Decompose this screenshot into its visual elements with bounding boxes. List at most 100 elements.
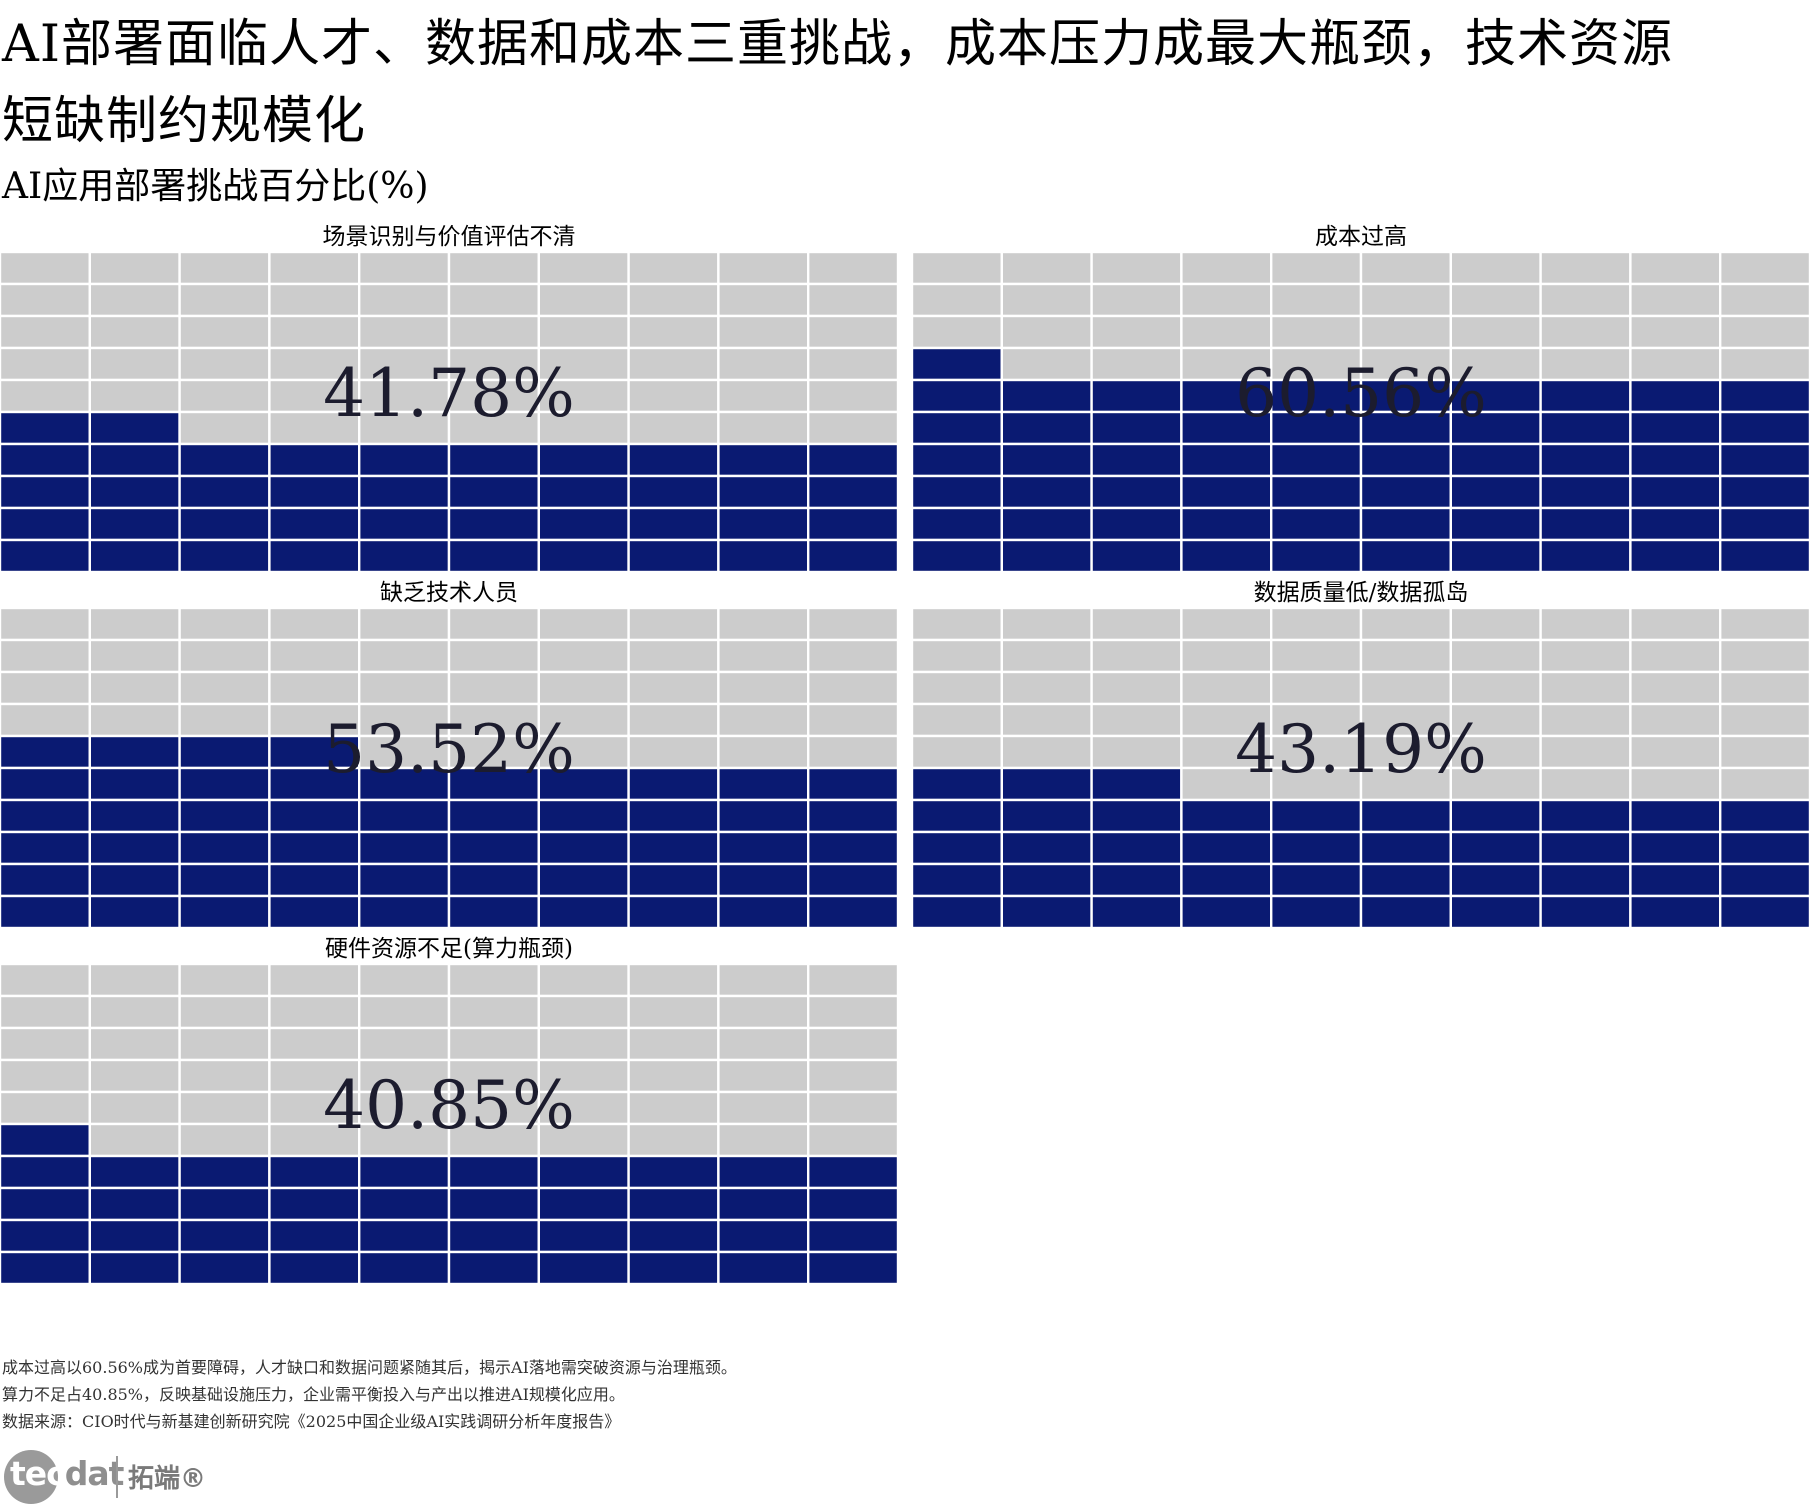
waffle-cell-empty bbox=[717, 702, 810, 738]
waffle-cell-empty bbox=[717, 734, 810, 770]
waffle-cell-empty bbox=[1539, 638, 1632, 674]
waffle-cell-filled bbox=[268, 1186, 361, 1222]
waffle-cell-filled bbox=[717, 442, 810, 478]
waffle-cell-empty bbox=[807, 1058, 898, 1094]
waffle-cell-empty bbox=[358, 994, 451, 1030]
waffle-cell-filled bbox=[537, 1218, 630, 1254]
panel-title: 数据质量低/数据孤岛 bbox=[1253, 580, 1469, 606]
waffle-cell-empty bbox=[88, 282, 181, 318]
waffle-grid: 43.19% bbox=[912, 608, 1810, 928]
waffle-cell-empty bbox=[0, 378, 92, 414]
waffle-cell-empty bbox=[88, 314, 181, 350]
waffle-cell-empty bbox=[1000, 608, 1093, 642]
brand-logo: tecdat 拓端® bbox=[4, 1444, 304, 1506]
waffle-cell-filled bbox=[0, 506, 92, 542]
waffle-cell-filled bbox=[807, 1218, 898, 1254]
waffle-cell-filled bbox=[1719, 378, 1810, 414]
waffle-cell-empty bbox=[88, 670, 181, 706]
logo-wordmark-part: tec bbox=[10, 1454, 66, 1493]
waffle-cell-filled bbox=[178, 862, 271, 898]
waffle-cell-empty bbox=[358, 964, 451, 998]
waffle-cell-filled bbox=[447, 1154, 541, 1190]
waffle-cell-filled bbox=[1000, 862, 1093, 898]
waffle-cell-filled bbox=[447, 442, 541, 478]
waffle-cell-filled bbox=[1180, 894, 1273, 928]
waffle-cell-empty bbox=[1719, 346, 1810, 382]
waffle-cell-empty bbox=[447, 1122, 541, 1158]
waffle-cell-empty bbox=[537, 638, 630, 674]
waffle-cell-empty bbox=[627, 1122, 720, 1158]
waffle-cell-filled bbox=[268, 506, 361, 542]
waffle-cell-filled bbox=[1539, 894, 1632, 928]
waffle-cell-empty bbox=[88, 1090, 181, 1126]
waffle-cell-filled bbox=[178, 1186, 271, 1222]
waffle-cell-filled bbox=[358, 830, 451, 866]
waffle-cell-empty bbox=[88, 378, 181, 414]
waffle-cell-filled bbox=[912, 378, 1004, 414]
waffle-cell-filled bbox=[358, 1218, 451, 1254]
waffle-cell-filled bbox=[1359, 378, 1453, 414]
waffle-cell-filled bbox=[88, 442, 181, 478]
waffle-cell-empty bbox=[447, 314, 541, 350]
waffle-cell-filled bbox=[537, 1154, 630, 1190]
waffle-cell-empty bbox=[268, 994, 361, 1030]
waffle-cell-empty bbox=[0, 994, 92, 1030]
waffle-cell-empty bbox=[178, 1122, 271, 1158]
waffle-cell-filled bbox=[807, 1186, 898, 1222]
waffle-cell-filled bbox=[1719, 442, 1810, 478]
waffle-cell-filled bbox=[0, 538, 92, 572]
waffle-cell-empty bbox=[1090, 314, 1183, 350]
waffle-cell-empty bbox=[1449, 314, 1542, 350]
waffle-cell-filled bbox=[1449, 830, 1542, 866]
waffle-cell-filled bbox=[268, 474, 361, 510]
waffle-cell-filled bbox=[1539, 474, 1632, 510]
waffle-cell-empty bbox=[1539, 734, 1632, 770]
waffle-cell-empty bbox=[717, 1122, 810, 1158]
panel-title: 场景识别与价值评估不清 bbox=[322, 224, 576, 250]
waffle-cell-empty bbox=[1180, 638, 1273, 674]
waffle-cell-filled bbox=[1539, 862, 1632, 898]
waffle-cell-filled bbox=[88, 474, 181, 510]
waffle-cell-empty bbox=[537, 608, 630, 642]
waffle-cell-empty bbox=[807, 1090, 898, 1126]
logo-divider bbox=[116, 1456, 118, 1498]
waffle-cell-filled bbox=[447, 474, 541, 510]
waffle-cell-filled bbox=[447, 798, 541, 834]
waffle-cell-empty bbox=[268, 314, 361, 350]
waffle-cell-filled bbox=[1090, 862, 1183, 898]
waffle-cell-empty bbox=[717, 1026, 810, 1062]
waffle-cell-filled bbox=[1180, 798, 1273, 834]
waffle-cell-empty bbox=[1719, 282, 1810, 318]
waffle-cell-empty bbox=[1539, 670, 1632, 706]
waffle-cell-filled bbox=[912, 442, 1004, 478]
waffle-cell-filled bbox=[912, 894, 1004, 928]
waffle-cell-filled bbox=[178, 538, 271, 572]
waffle-cell-empty bbox=[0, 638, 92, 674]
waffle-cell-filled bbox=[0, 1186, 92, 1222]
waffle-cell-filled bbox=[0, 734, 92, 770]
waffle-grid: 41.78% bbox=[0, 252, 898, 572]
waffle-cell-filled bbox=[1539, 506, 1632, 542]
waffle-cell-filled bbox=[1629, 474, 1722, 510]
waffle-cell-empty bbox=[912, 638, 1004, 674]
waffle-cell-empty bbox=[178, 346, 271, 382]
waffle-cell-empty bbox=[1449, 766, 1542, 802]
waffle-cell-empty bbox=[1359, 282, 1453, 318]
waffle-cell-filled bbox=[447, 1218, 541, 1254]
waffle-cell-empty bbox=[537, 1026, 630, 1062]
waffle-cell-filled bbox=[358, 1186, 451, 1222]
waffle-cell-filled bbox=[447, 862, 541, 898]
waffle-cell-filled bbox=[1449, 862, 1542, 898]
waffle-cell-empty bbox=[627, 314, 720, 350]
waffle-cell-empty bbox=[1270, 314, 1363, 350]
waffle-cell-filled bbox=[447, 830, 541, 866]
waffle-cell-empty bbox=[0, 282, 92, 318]
waffle-cell-filled bbox=[1000, 442, 1093, 478]
waffle-cell-filled bbox=[358, 894, 451, 928]
waffle-cell-filled bbox=[0, 442, 92, 478]
waffle-cell-empty bbox=[88, 994, 181, 1030]
waffle-cell-empty bbox=[627, 1058, 720, 1094]
waffle-cell-filled bbox=[1629, 378, 1722, 414]
waffle-cell-empty bbox=[1449, 670, 1542, 706]
waffle-panel-scenario: 场景识别与价值评估不清 41.78% bbox=[0, 222, 898, 572]
